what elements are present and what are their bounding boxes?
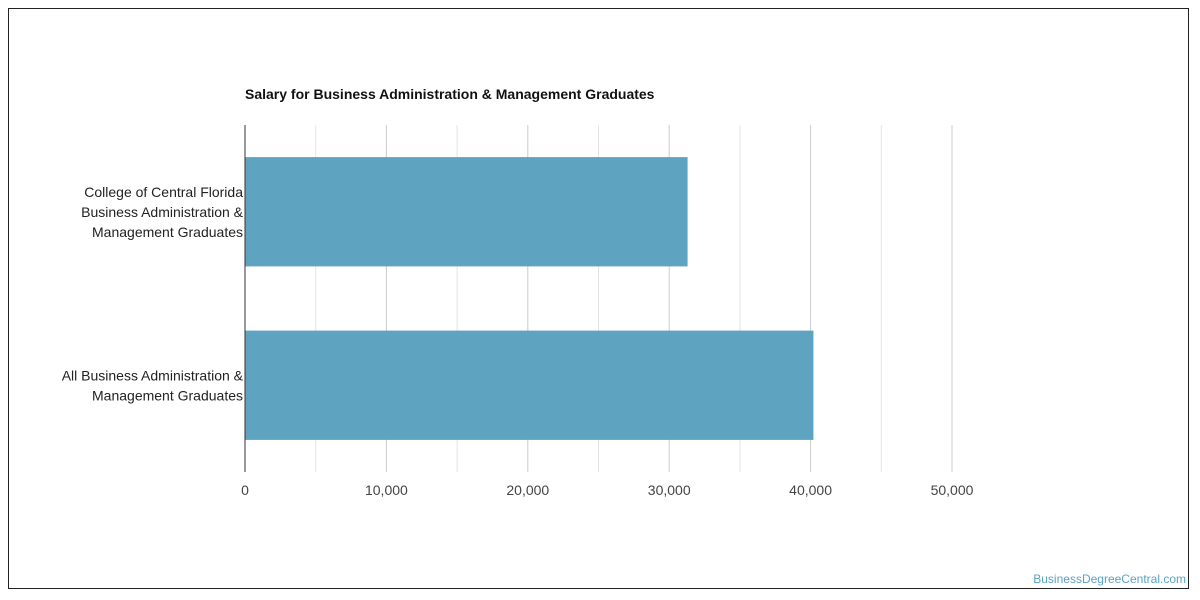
x-tick-label: 0 <box>241 482 249 498</box>
bar-0 <box>245 157 688 267</box>
watermark-link[interactable]: BusinessDegreeCentral.com <box>1033 572 1186 586</box>
bar-1 <box>245 330 814 440</box>
x-tick-label: 50,000 <box>931 482 974 498</box>
category-label-0: College of Central Florida Business Admin… <box>81 184 244 240</box>
chart-title: Salary for Business Administration & Man… <box>245 86 655 102</box>
x-tick-label: 20,000 <box>506 482 549 498</box>
category-label-1: All Business Administration & Management … <box>62 367 244 403</box>
x-tick-label: 40,000 <box>789 482 832 498</box>
tick-labels: 0 10,000 20,000 30,000 40,000 50,000 <box>241 482 974 498</box>
x-tick-label: 30,000 <box>648 482 691 498</box>
bars <box>245 157 814 440</box>
category-labels: College of Central Florida Business Admin… <box>62 184 244 404</box>
x-tick-label: 10,000 <box>365 482 408 498</box>
